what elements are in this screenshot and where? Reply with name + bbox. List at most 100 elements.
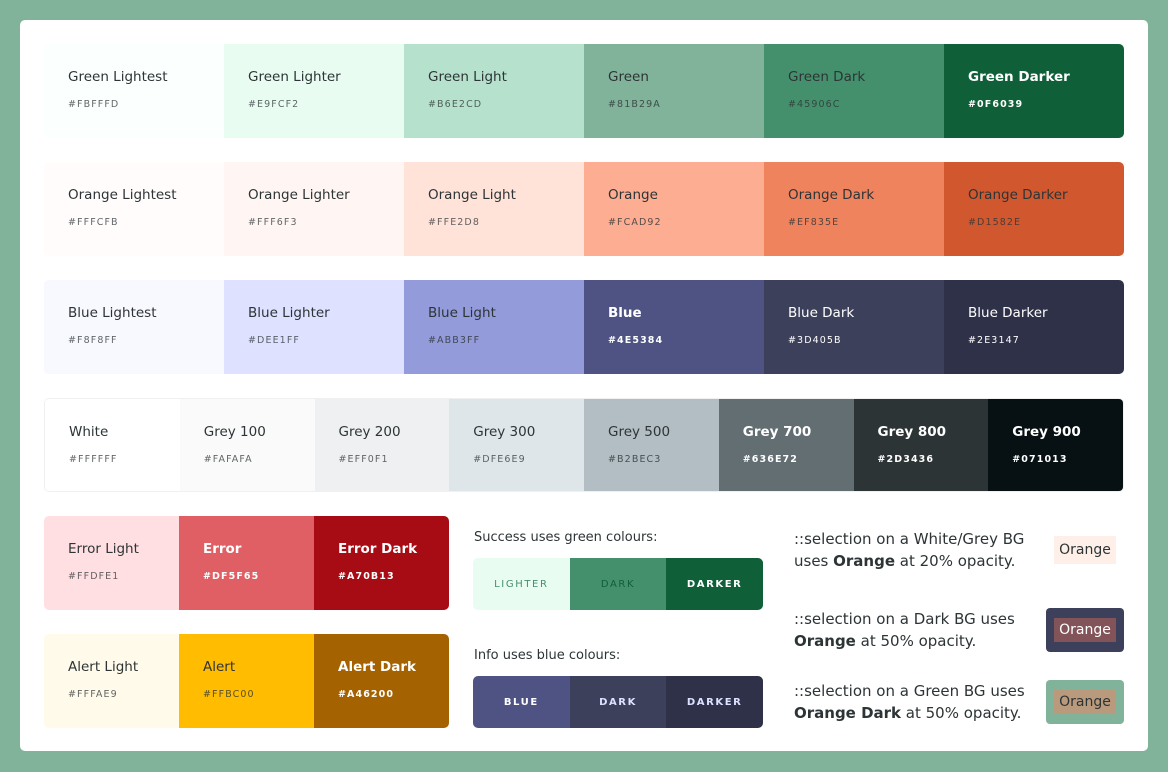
swatch-hex: #FAFAFA bbox=[203, 454, 253, 465]
swatch-hex: #B6E2CD bbox=[428, 99, 483, 110]
green-swatch: Green Dark #45906C bbox=[764, 44, 944, 138]
blue-swatch: Blue Lightest #F8F8FF bbox=[44, 280, 224, 374]
green-swatch: Green Darker #0F6039 bbox=[944, 44, 1124, 138]
grey-swatch: Grey 300 #DFE6E9 bbox=[449, 399, 584, 491]
swatch-name: Green Lighter bbox=[248, 69, 341, 85]
grey-palette-row: White #FFFFFF Grey 100 #FAFAFA Grey 200 #EFF0… bbox=[44, 398, 1124, 492]
swatch-hex: #F8F8FF bbox=[68, 335, 118, 346]
swatch-hex: #DFE6E9 bbox=[473, 454, 526, 465]
swatch-name: Green Lightest bbox=[68, 69, 168, 85]
swatch-hex: #071013 bbox=[1012, 454, 1068, 465]
selection-example-green-bg: Orange bbox=[1046, 680, 1124, 724]
swatch-hex: #DEE1FF bbox=[248, 335, 300, 346]
alert-palette-row: Alert Light #FFFAE9 Alert #FFBC00 Alert Dark… bbox=[44, 634, 449, 728]
swatch-hex: #FFFAE9 bbox=[68, 689, 118, 700]
swatch-hex: #0F6039 bbox=[968, 99, 1024, 110]
grey-swatch: Grey 100 #FAFAFA bbox=[179, 399, 315, 491]
grey-swatch: White #FFFFFF bbox=[45, 399, 180, 491]
info-blue-swatch: BLUE bbox=[473, 676, 570, 728]
blue-palette-row: Blue Lightest #F8F8FF Blue Lighter #DEE1FF B… bbox=[44, 280, 1124, 374]
swatch-name: Grey 300 bbox=[473, 424, 536, 440]
success-strip: LIGHTER DARK DARKER bbox=[473, 558, 763, 610]
swatch-name: Blue Darker bbox=[968, 305, 1048, 321]
swatch-name: Grey 700 bbox=[742, 424, 812, 440]
swatch-name: Blue Lighter bbox=[248, 305, 330, 321]
swatch-hex: #ABB3FF bbox=[428, 335, 481, 346]
swatch-hex: #FFFFFF bbox=[69, 454, 118, 465]
orange-palette-row: Orange Lightest #FFFCFB Orange Lighter #FFF… bbox=[44, 162, 1124, 256]
blue-swatch: Blue Darker #2E3147 bbox=[944, 280, 1124, 374]
orange-swatch: Orange Lightest #FFFCFB bbox=[44, 162, 224, 256]
alert-swatch: Alert Dark #A46200 bbox=[314, 634, 449, 728]
alert-swatch: Alert #FFBC00 bbox=[179, 634, 314, 728]
swatch-name: Alert Dark bbox=[338, 659, 416, 675]
green-swatch: Green Light #B6E2CD bbox=[404, 44, 584, 138]
selection-rule-green: ::selection on a Green BG uses Orange Da… bbox=[794, 682, 1025, 722]
swatch-name: Alert Light bbox=[68, 659, 139, 675]
swatch-hex: #EFF0F1 bbox=[338, 454, 389, 465]
selection-example-dark-bg: Orange bbox=[1046, 608, 1124, 652]
green-palette-row: Green Lightest #FBFFFD Green Lighter #E9FCF… bbox=[44, 44, 1124, 138]
swatch-hex: #FCAD92 bbox=[608, 217, 662, 228]
success-note: Success uses green colours: bbox=[474, 530, 658, 545]
success-lighter-swatch: LIGHTER bbox=[473, 558, 570, 610]
info-note: Info uses blue colours: bbox=[474, 648, 621, 663]
blue-swatch: Blue Lighter #DEE1FF bbox=[224, 280, 404, 374]
swatch-name: Grey 200 bbox=[338, 424, 401, 440]
green-swatch: Green Lightest #FBFFFD bbox=[44, 44, 224, 138]
swatch-name: Alert bbox=[203, 659, 236, 675]
swatch-hex: #A46200 bbox=[338, 689, 395, 700]
swatch-hex: #2E3147 bbox=[968, 335, 1020, 346]
swatch-name: Blue Light bbox=[428, 305, 496, 321]
swatch-hex: #FBFFFD bbox=[68, 99, 120, 110]
blue-swatch: Blue Light #ABB3FF bbox=[404, 280, 584, 374]
info-darker-swatch: DARKER bbox=[666, 676, 763, 728]
swatch-name: Orange Lighter bbox=[248, 187, 350, 203]
error-swatch: Error #DF5F65 bbox=[179, 516, 314, 610]
swatch-hex: #FFBC00 bbox=[203, 689, 255, 700]
swatch-name: Orange bbox=[608, 187, 658, 203]
swatch-hex: #D1582E bbox=[968, 217, 1022, 228]
swatch-name: Error Dark bbox=[338, 541, 418, 557]
swatch-name: Error bbox=[203, 541, 242, 557]
swatch-name: Orange Light bbox=[428, 187, 516, 203]
swatch-hex: #81B29A bbox=[608, 99, 661, 110]
success-darker-swatch: DARKER bbox=[666, 558, 763, 610]
orange-swatch: Orange Darker #D1582E bbox=[944, 162, 1124, 256]
error-palette-row: Error Light #FFDFE1 Error #DF5F65 Error Dark… bbox=[44, 516, 449, 610]
swatch-hex: #FFE2D8 bbox=[428, 217, 480, 228]
swatch-name: Blue Dark bbox=[788, 305, 855, 321]
info-dark-swatch: DARK bbox=[569, 676, 667, 728]
orange-swatch: Orange Light #FFE2D8 bbox=[404, 162, 584, 256]
swatch-hex: #2D3436 bbox=[877, 454, 935, 465]
green-swatch: Green Lighter #E9FCF2 bbox=[224, 44, 404, 138]
swatch-name: Blue Lightest bbox=[68, 305, 157, 321]
swatch-hex: #FFFCFB bbox=[68, 217, 119, 228]
selection-example-dark: Orange bbox=[1054, 618, 1116, 642]
swatch-name: Orange Darker bbox=[968, 187, 1068, 203]
swatch-name: Green Darker bbox=[968, 69, 1070, 85]
swatch-hex: #45906C bbox=[788, 99, 841, 110]
blue-swatch: Blue Dark #3D405B bbox=[764, 280, 944, 374]
selection-example-white: Orange bbox=[1054, 536, 1116, 564]
grey-swatch: Grey 800 #2D3436 bbox=[853, 399, 989, 491]
swatch-hex: #3D405B bbox=[788, 335, 842, 346]
palette-card bbox=[20, 20, 1148, 751]
swatch-hex: #DF5F65 bbox=[203, 571, 260, 582]
swatch-hex: #A70B13 bbox=[338, 571, 395, 582]
swatch-name: White bbox=[69, 424, 109, 440]
swatch-name: Green bbox=[608, 69, 649, 85]
swatch-name: Grey 800 bbox=[877, 424, 947, 440]
swatch-name: Green Light bbox=[428, 69, 507, 85]
grey-swatch: Grey 900 #071013 bbox=[988, 399, 1123, 491]
swatch-name: Grey 500 bbox=[608, 424, 671, 440]
swatch-name: Orange Lightest bbox=[68, 187, 177, 203]
grey-swatch: Grey 500 #B2BEC3 bbox=[584, 399, 719, 491]
swatch-hex: #FFF6F3 bbox=[248, 217, 298, 228]
swatch-name: Green Dark bbox=[788, 69, 866, 85]
swatch-hex: #636E72 bbox=[742, 454, 798, 465]
swatch-hex: #B2BEC3 bbox=[608, 454, 662, 465]
grey-swatch: Grey 200 #EFF0F1 bbox=[314, 399, 450, 491]
swatch-name: Orange Dark bbox=[788, 187, 875, 203]
swatch-hex: #EF835E bbox=[788, 217, 840, 228]
